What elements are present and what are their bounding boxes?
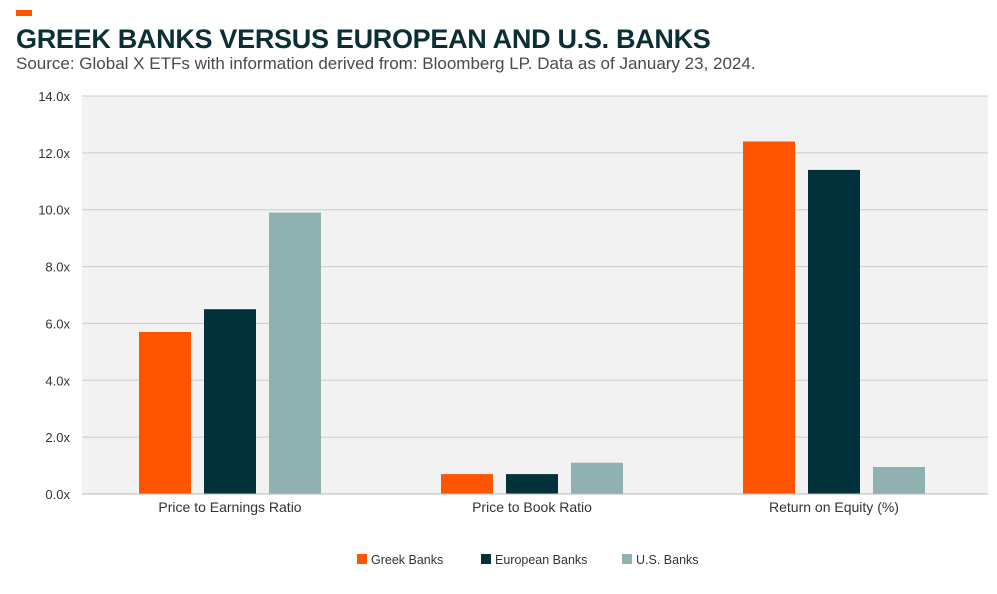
x-axis: Price to Earnings Ratio Price to Book Rat…	[82, 493, 988, 515]
title-accent-bar	[16, 10, 32, 16]
bars	[139, 141, 925, 495]
y-tick-label: 4.0x	[45, 373, 70, 388]
y-tick-label: 0.0x	[45, 487, 70, 502]
x-category-label: Price to Earnings Ratio	[158, 499, 301, 515]
legend-label: European Banks	[495, 553, 587, 567]
bar-greek-banks	[743, 141, 795, 494]
chart-title: GREEK BANKS VERSUS EUROPEAN AND U.S. BAN…	[16, 24, 711, 54]
y-tick-label: 14.0x	[38, 89, 70, 104]
legend-label: U.S. Banks	[636, 553, 699, 567]
x-category-label: Price to Book Ratio	[472, 499, 592, 515]
x-category-label: Return on Equity (%)	[769, 499, 899, 515]
bar-u-s-banks	[269, 212, 321, 495]
legend-swatch	[622, 554, 632, 564]
bar-u-s-banks	[571, 462, 623, 494]
y-tick-label: 10.0x	[38, 203, 70, 218]
bar-european-banks	[808, 169, 860, 494]
y-axis: 0.0x 2.0x 4.0x 6.0x 8.0x 10.0x 12.0x 14.0x	[38, 89, 70, 502]
bar-greek-banks	[441, 474, 493, 494]
bar-u-s-banks	[873, 466, 925, 494]
legend: Greek Banks European Banks U.S. Banks	[357, 553, 699, 567]
y-tick-label: 8.0x	[45, 260, 70, 275]
y-tick-label: 2.0x	[45, 430, 70, 445]
legend-label: Greek Banks	[371, 553, 443, 567]
bar-european-banks	[204, 309, 256, 494]
y-tick-label: 12.0x	[38, 146, 70, 161]
legend-swatch	[357, 554, 367, 564]
bar-european-banks	[506, 474, 558, 494]
bar-greek-banks	[139, 331, 191, 494]
legend-swatch	[481, 554, 491, 564]
y-tick-label: 6.0x	[45, 316, 70, 331]
chart-subtitle: Source: Global X ETFs with information d…	[16, 54, 756, 73]
